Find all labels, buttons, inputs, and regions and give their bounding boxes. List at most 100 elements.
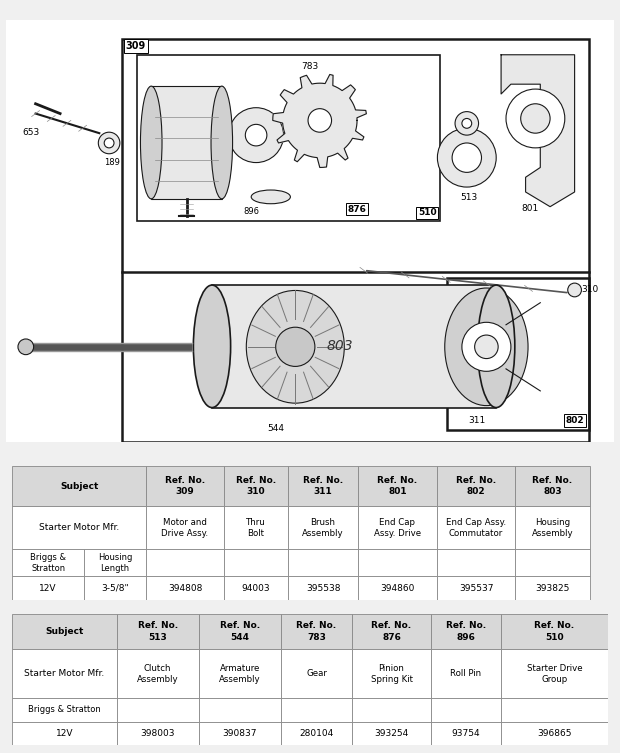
Bar xyxy=(122,39,589,273)
Text: Ref. No.
311: Ref. No. 311 xyxy=(303,476,343,496)
Text: Housing
Length: Housing Length xyxy=(98,553,132,573)
Circle shape xyxy=(462,322,511,371)
Ellipse shape xyxy=(445,288,528,406)
Circle shape xyxy=(452,143,482,172)
Text: Starter Motor Mfr.: Starter Motor Mfr. xyxy=(39,523,120,532)
Text: Ref. No.
896: Ref. No. 896 xyxy=(446,621,486,642)
Bar xyxy=(288,549,358,576)
Bar xyxy=(358,466,436,506)
Bar xyxy=(12,614,117,649)
Text: 803: 803 xyxy=(327,340,353,353)
Text: End Cap
Assy. Drive: End Cap Assy. Drive xyxy=(374,518,421,538)
Bar xyxy=(117,721,198,745)
Bar xyxy=(198,721,281,745)
Bar xyxy=(151,86,222,199)
Bar xyxy=(352,614,431,649)
Bar xyxy=(146,576,224,600)
Text: Armature
Assembly: Armature Assembly xyxy=(219,663,260,684)
Text: 390837: 390837 xyxy=(223,729,257,738)
Text: Starter Drive
Group: Starter Drive Group xyxy=(526,663,582,684)
Bar xyxy=(281,698,352,721)
Bar xyxy=(431,698,501,721)
Text: Subject: Subject xyxy=(60,482,99,491)
Circle shape xyxy=(475,335,498,358)
Bar xyxy=(358,576,436,600)
Text: 311: 311 xyxy=(468,416,485,425)
Ellipse shape xyxy=(211,86,232,199)
Text: 3-5/8": 3-5/8" xyxy=(101,584,129,593)
Bar xyxy=(501,649,608,698)
Bar xyxy=(431,649,501,698)
Bar xyxy=(281,614,352,649)
Bar xyxy=(12,649,117,698)
Text: 12V: 12V xyxy=(39,584,57,593)
Text: 396865: 396865 xyxy=(537,729,572,738)
Text: 393825: 393825 xyxy=(535,584,570,593)
Text: 783: 783 xyxy=(301,62,319,72)
Text: 94003: 94003 xyxy=(242,584,270,593)
Text: End Cap Assy.
Commutator: End Cap Assy. Commutator xyxy=(446,518,506,538)
Circle shape xyxy=(18,339,33,355)
Circle shape xyxy=(455,111,479,135)
Bar xyxy=(352,721,431,745)
Bar xyxy=(447,278,589,430)
Text: Ref. No.
544: Ref. No. 544 xyxy=(219,621,260,642)
Bar xyxy=(288,466,358,506)
Bar xyxy=(12,506,146,549)
Circle shape xyxy=(462,118,472,128)
Text: 801: 801 xyxy=(522,204,539,213)
Bar xyxy=(84,549,146,576)
Bar xyxy=(198,614,281,649)
Bar xyxy=(501,721,608,745)
Bar xyxy=(212,285,496,407)
Text: 653: 653 xyxy=(22,128,39,137)
Bar xyxy=(12,576,84,600)
Text: Subject: Subject xyxy=(45,627,84,636)
Bar xyxy=(12,721,117,745)
Bar xyxy=(198,649,281,698)
Bar xyxy=(352,649,431,698)
Circle shape xyxy=(521,104,550,133)
Text: 544: 544 xyxy=(267,424,284,433)
Text: 93754: 93754 xyxy=(451,729,481,738)
Bar xyxy=(436,576,515,600)
Circle shape xyxy=(99,133,120,154)
Text: Clutch
Assembly: Clutch Assembly xyxy=(137,663,179,684)
Text: 309: 309 xyxy=(126,41,146,51)
Bar xyxy=(84,576,146,600)
Bar xyxy=(352,698,431,721)
Bar xyxy=(136,55,440,221)
Bar xyxy=(358,506,436,549)
Bar xyxy=(146,466,224,506)
Text: Ref. No.
801: Ref. No. 801 xyxy=(378,476,417,496)
Text: Ref. No.
802: Ref. No. 802 xyxy=(456,476,496,496)
Text: 802: 802 xyxy=(566,416,585,425)
Bar xyxy=(515,466,590,506)
Bar xyxy=(198,698,281,721)
Bar xyxy=(224,506,288,549)
Text: Thru
Bolt: Thru Bolt xyxy=(246,518,266,538)
Text: 394860: 394860 xyxy=(380,584,415,593)
Text: Ref. No.
310: Ref. No. 310 xyxy=(236,476,276,496)
Text: Starter Motor Mfr.: Starter Motor Mfr. xyxy=(24,669,105,678)
Circle shape xyxy=(437,128,496,187)
Bar xyxy=(146,506,224,549)
Bar xyxy=(281,649,352,698)
Text: Briggs &
Stratton: Briggs & Stratton xyxy=(30,553,66,573)
Bar xyxy=(436,506,515,549)
Text: 896: 896 xyxy=(243,206,259,215)
Bar xyxy=(224,549,288,576)
Text: Ref. No.
510: Ref. No. 510 xyxy=(534,621,574,642)
Text: Brush
Assembly: Brush Assembly xyxy=(303,518,344,538)
Text: 395537: 395537 xyxy=(459,584,494,593)
Text: 12V: 12V xyxy=(56,729,73,738)
Bar xyxy=(431,721,501,745)
Bar xyxy=(117,698,198,721)
Circle shape xyxy=(506,89,565,148)
Bar xyxy=(224,576,288,600)
Text: 280104: 280104 xyxy=(299,729,334,738)
Circle shape xyxy=(246,124,267,146)
Text: Ref. No.
513: Ref. No. 513 xyxy=(138,621,178,642)
Bar xyxy=(12,698,117,721)
Circle shape xyxy=(104,138,114,148)
